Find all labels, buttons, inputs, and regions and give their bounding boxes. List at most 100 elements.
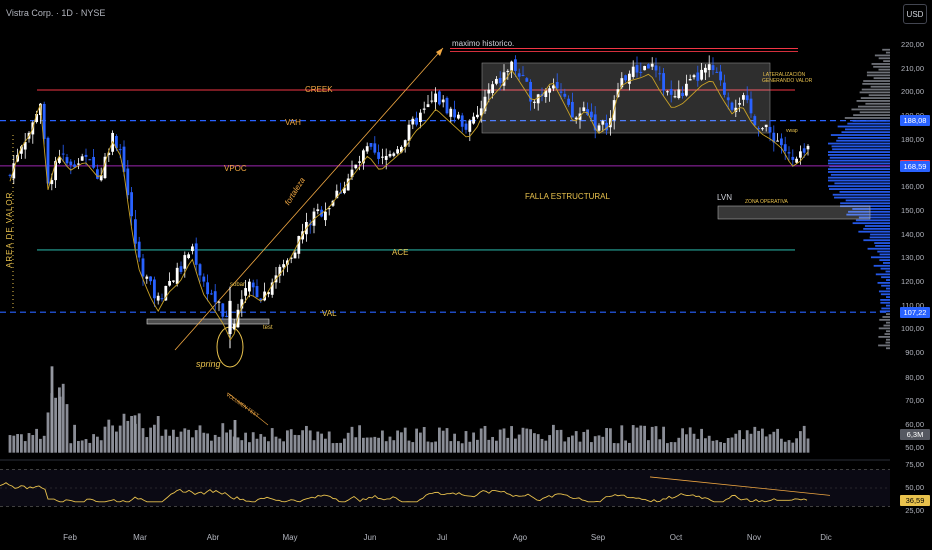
candle-body (685, 83, 688, 96)
volume-bar (118, 425, 122, 453)
candle-body (137, 241, 141, 258)
price-tick-label: 160,00 (901, 182, 924, 192)
candle-body (316, 209, 320, 212)
volume-bar (270, 428, 274, 453)
candle-body (202, 276, 206, 282)
volume-bar (65, 404, 69, 453)
volume-bar (187, 429, 190, 453)
volume-bar (46, 412, 50, 453)
candle-body (84, 154, 88, 157)
spring-candle (228, 300, 232, 335)
volume-bar (362, 437, 365, 453)
candle-body (616, 89, 620, 98)
volume-bar (483, 425, 487, 453)
candle-body (403, 140, 407, 147)
volume-bar (267, 441, 270, 453)
volume-profile-bar (880, 267, 890, 270)
volume-bar (396, 430, 399, 453)
volume-bar (153, 424, 156, 453)
candle-body (666, 91, 669, 93)
price-tick-label: 90,00 (905, 348, 924, 357)
ace-label: ACE (392, 248, 409, 257)
volume-bar (628, 442, 631, 453)
volume-bar (282, 441, 285, 453)
sobar-label: sobar (230, 282, 246, 288)
candle-body (289, 257, 293, 259)
volume-bar (69, 443, 73, 453)
volume-bar (244, 432, 247, 453)
candle-body (46, 137, 50, 184)
volume-bar (749, 433, 753, 453)
volume-bar (259, 434, 263, 453)
volume-bar (80, 440, 84, 453)
volume-bar (472, 432, 475, 453)
falla-estructural-label: FALLA ESTRUCTURAL (525, 192, 610, 201)
test-label: test (263, 325, 273, 331)
volume-profile-bar (878, 68, 890, 71)
candle-body (460, 115, 464, 127)
candle-body (23, 141, 27, 150)
candle-body (723, 82, 726, 95)
spring-label: spring (196, 359, 221, 369)
volume-bar (377, 437, 380, 453)
candle-body (643, 65, 646, 71)
volume-bar (316, 431, 320, 453)
price-badge: 188,08 (900, 115, 930, 127)
volume-bar (278, 438, 282, 453)
candle-body (263, 291, 266, 301)
volume-bar (274, 436, 278, 453)
volume-bar (445, 428, 449, 453)
candle-body (346, 178, 350, 191)
volume-profile-bar (841, 131, 890, 134)
volume-bar (612, 443, 616, 453)
volume-bar (582, 431, 586, 453)
volume-bar (141, 428, 145, 453)
volume-bar (415, 428, 418, 453)
volume-profile-bar (848, 210, 890, 213)
candle-body (772, 132, 776, 143)
zona-operativa-box (717, 205, 871, 220)
volume-bar (510, 426, 513, 453)
candle-body (217, 301, 221, 303)
volume-bar (61, 383, 65, 453)
volume-profile-bar (828, 168, 890, 171)
volume-profile-bar (874, 242, 890, 244)
volume-bar (381, 430, 384, 453)
candle-body (164, 285, 168, 301)
rsi-divergence-line (649, 476, 831, 496)
candle-body (54, 161, 57, 181)
currency-button[interactable]: USD (903, 4, 927, 24)
volume-bar (77, 440, 80, 453)
candle-body (350, 169, 354, 178)
candle-body (605, 122, 608, 131)
lateralizacion-label: LATERALIZACIÓN (763, 72, 806, 78)
volume-bar (711, 440, 715, 453)
time-tick-label: Sep (590, 533, 606, 542)
volume-bar (457, 441, 460, 453)
time-tick-label: Nov (746, 533, 762, 542)
candle-body (639, 71, 643, 73)
volume-bar (42, 435, 46, 453)
candle-body (719, 71, 722, 81)
volume-profile-bar (839, 190, 890, 193)
time-tick-label: Mar (133, 533, 147, 542)
candle-body (213, 291, 217, 303)
volume-bar (464, 431, 468, 453)
volume-bar (780, 438, 783, 453)
volume-bar (559, 429, 563, 453)
acumulacion-box (146, 318, 270, 325)
volume-bar (730, 437, 734, 453)
candle-body (571, 101, 574, 118)
rsi-line (0, 482, 808, 503)
candle-body (384, 155, 388, 160)
candle-body (502, 72, 506, 86)
candle-body (479, 108, 483, 116)
volume-profile-bar (867, 247, 890, 250)
volume-bar (738, 430, 741, 453)
candle-body (12, 163, 16, 179)
price-badge: 6,3M (900, 428, 930, 440)
candle-body (761, 128, 764, 130)
volume-bar (650, 426, 654, 453)
volume-bar (198, 425, 202, 453)
